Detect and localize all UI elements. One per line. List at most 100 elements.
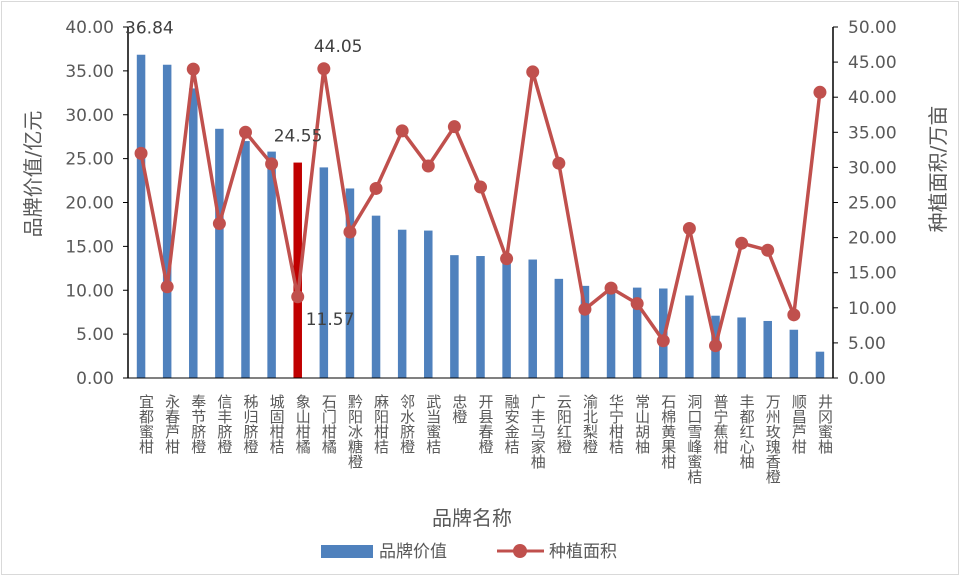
- bar: [397, 229, 407, 378]
- y-tick-label-left: 20.00: [65, 194, 114, 214]
- y-axis-right-title: 种植面积/万亩: [926, 106, 950, 233]
- line-point: [578, 302, 592, 316]
- line-point: [656, 334, 670, 348]
- y-tick-label-left: 10.00: [65, 281, 114, 301]
- line-point: [186, 62, 200, 76]
- y-axis-left-title: 品牌价值/亿元: [21, 111, 45, 238]
- line-point: [160, 280, 174, 294]
- y-tick-label-right: 45.00: [848, 53, 897, 73]
- y-tick-label-right: 35.00: [848, 123, 897, 143]
- category-label: 石门柑橘: [320, 394, 338, 454]
- category-label: 信丰脐橙: [215, 394, 233, 454]
- bar: [189, 88, 198, 379]
- y-tick-label-right: 50.00: [848, 18, 897, 38]
- bar: [580, 285, 590, 378]
- y-tick-label-right: 30.00: [848, 158, 897, 178]
- line-point: [474, 180, 487, 194]
- y-tick-label-right: 25.00: [848, 194, 897, 214]
- y-tick-label-left: 35.00: [65, 62, 114, 82]
- line-point: [604, 281, 618, 295]
- y-tick-label-left: 0.00: [76, 369, 114, 389]
- line-point: [134, 146, 148, 160]
- data-label: 24.55: [274, 127, 323, 147]
- data-label: 36.84: [125, 19, 174, 39]
- category-label: 开县春橙: [477, 394, 495, 454]
- line-point: [526, 65, 540, 79]
- bar: [815, 351, 825, 378]
- bar: [528, 259, 537, 378]
- y-tick-label-left: 40.00: [65, 18, 114, 38]
- line-point: [709, 339, 722, 353]
- right-axis-ticks: 0.00 5.00 10.00 15.00 20.00 25.00 30.00 35.00 40…: [833, 18, 897, 389]
- line-point: [212, 217, 226, 231]
- line-point: [813, 85, 827, 99]
- y-tick-label-left: 30.00: [65, 106, 114, 126]
- line-point: [395, 124, 409, 138]
- y-tick-label-left: 25.00: [65, 150, 114, 170]
- bar: [763, 320, 772, 378]
- y-tick-label-left: 5.00: [76, 325, 114, 345]
- line-point: [343, 225, 357, 239]
- category-label: 渝北梨橙: [581, 394, 599, 454]
- category-label: 秭归脐橙: [242, 394, 260, 454]
- data-labels: 36.84 24.55 44.05 11.57: [125, 19, 362, 330]
- x-axis-title: 品牌名称: [432, 506, 512, 530]
- bar: [632, 287, 642, 378]
- category-label: 武当蜜桔: [424, 394, 442, 454]
- axes: [127, 27, 834, 379]
- line-point: [317, 62, 331, 76]
- category-label: 普宁蕉柑: [712, 394, 730, 454]
- category-label: 奉节脐橙: [189, 393, 207, 454]
- y-tick-label-right: 10.00: [848, 299, 897, 319]
- bar: [424, 230, 433, 378]
- category-label: 云阳红橙: [555, 394, 573, 454]
- category-label: 永春芦柑: [163, 394, 181, 454]
- bar: [319, 167, 329, 378]
- category-label: 邻水脐橙: [398, 394, 416, 454]
- left-axis-ticks: 0.00 5.00 10.00 15.00 20.00 25.00 30.00 35.00 40…: [65, 18, 128, 389]
- bar: [136, 54, 146, 378]
- line-point: [265, 157, 279, 171]
- category-label: 常山胡柚: [633, 394, 651, 454]
- bar: [554, 278, 564, 378]
- legend-bar-label: 品牌价值: [379, 542, 447, 562]
- line-point: [552, 156, 566, 170]
- bar: [267, 151, 276, 378]
- category-label: 融安金桔: [503, 394, 521, 454]
- category-labels: 宜都蜜柑 永春芦柑 奉节脐橙 信丰脐橙 秭归脐橙 城固柑桔 象山柑橘 石门柑橘 黔阳冰糖橙 麻阳柑…: [137, 393, 834, 484]
- category-label: 麻阳柑桔: [372, 394, 390, 454]
- y-tick-label-right: 5.00: [848, 334, 886, 354]
- line-point: [761, 243, 775, 257]
- category-label: 象山柑橘: [294, 394, 312, 454]
- category-label: 城固柑桔: [268, 394, 286, 454]
- line-point: [735, 236, 749, 250]
- legend: 品牌价值 种植面积: [321, 542, 617, 562]
- bar: [606, 286, 616, 378]
- category-label: 石棉黄果柑: [659, 394, 677, 469]
- bar: [685, 295, 694, 378]
- line-point: [500, 252, 514, 266]
- line-point: [421, 159, 435, 173]
- category-label: 洞口雪峰蜜桔: [685, 394, 703, 484]
- category-label: 井冈蜜柚: [816, 394, 834, 454]
- legend-line-marker: [513, 544, 527, 558]
- category-label: 万州玫瑰香橙: [764, 394, 782, 484]
- y-tick-label-left: 15.00: [65, 237, 114, 257]
- line-point: [369, 181, 383, 195]
- y-tick-label-right: 15.00: [848, 264, 897, 284]
- category-label: 广丰马家柚: [529, 394, 547, 469]
- line-point: [291, 290, 305, 304]
- bar: [241, 141, 250, 378]
- data-label: 44.05: [314, 37, 363, 57]
- legend-line-label: 种植面积: [549, 542, 617, 562]
- legend-bar-swatch: [321, 545, 373, 558]
- line-point: [447, 120, 461, 134]
- bar: [476, 256, 485, 378]
- category-label: 华宁柑桔: [607, 394, 625, 454]
- category-label: 忠橙: [450, 394, 468, 424]
- bar: [215, 128, 224, 378]
- bar: [162, 64, 172, 379]
- line-point: [239, 125, 252, 139]
